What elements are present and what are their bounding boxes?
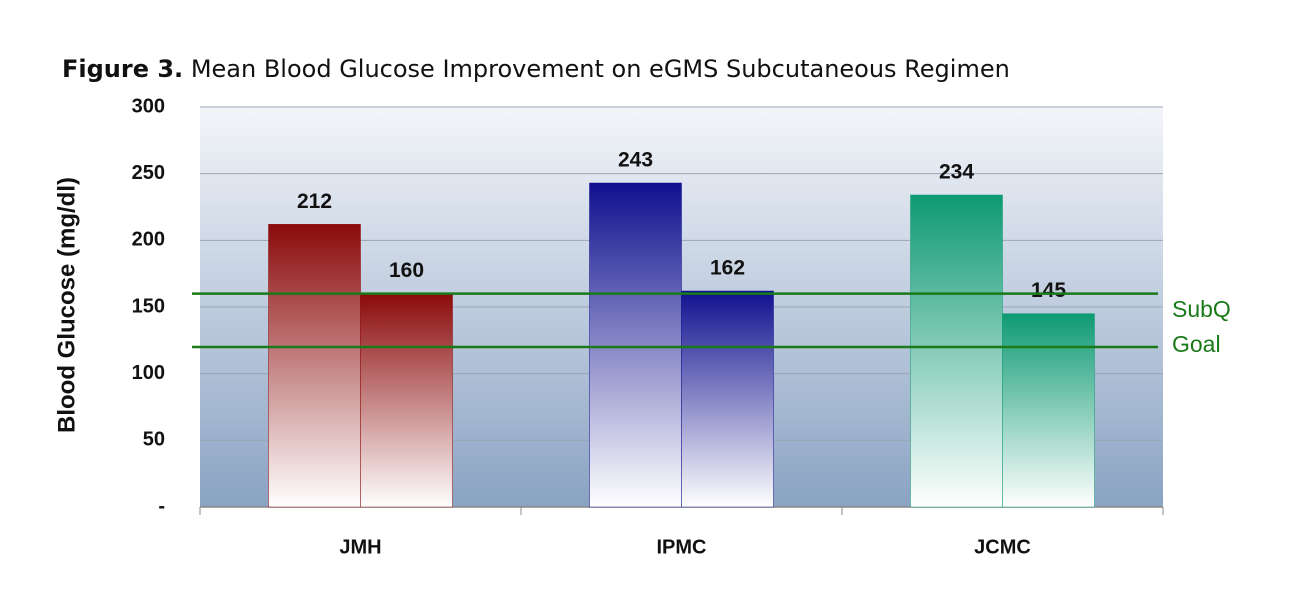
chart-title: Figure 3. Mean Blood Glucose Improvement… xyxy=(62,55,1010,83)
value-label: 212 xyxy=(297,190,332,213)
y-tick-label: 250 xyxy=(132,162,165,184)
value-label: 145 xyxy=(1031,279,1066,302)
y-tick-label: 200 xyxy=(132,229,165,251)
y-tick-label: 100 xyxy=(132,362,165,384)
y-tick-label: 300 xyxy=(132,95,165,117)
y-tick-label: - xyxy=(158,495,165,517)
value-label: 162 xyxy=(710,257,745,280)
bar xyxy=(589,182,682,508)
value-label: 243 xyxy=(618,149,653,172)
title-text: Mean Blood Glucose Improvement on eGMS S… xyxy=(191,55,1010,83)
x-tick-label: IPMC xyxy=(657,536,707,558)
bar xyxy=(268,224,361,508)
y-tick-label: 50 xyxy=(143,429,165,451)
x-tick-label: JCMC xyxy=(974,536,1031,558)
bar xyxy=(1002,313,1095,508)
y-tick-label: 150 xyxy=(132,295,165,317)
bar xyxy=(910,194,1003,508)
title-label: Figure 3. xyxy=(62,55,183,83)
value-label: 160 xyxy=(389,259,424,282)
bar xyxy=(681,290,774,508)
x-tick-label: JMH xyxy=(339,536,381,558)
y-axis-label: Blood Glucose (mg/dl) xyxy=(53,177,80,433)
bar xyxy=(360,293,453,508)
goal-label: SubQ xyxy=(1172,296,1231,322)
value-label: 234 xyxy=(939,161,974,184)
goal-label: Goal xyxy=(1172,331,1221,357)
